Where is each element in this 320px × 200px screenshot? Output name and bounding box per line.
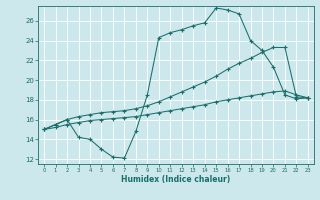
X-axis label: Humidex (Indice chaleur): Humidex (Indice chaleur) [121, 175, 231, 184]
